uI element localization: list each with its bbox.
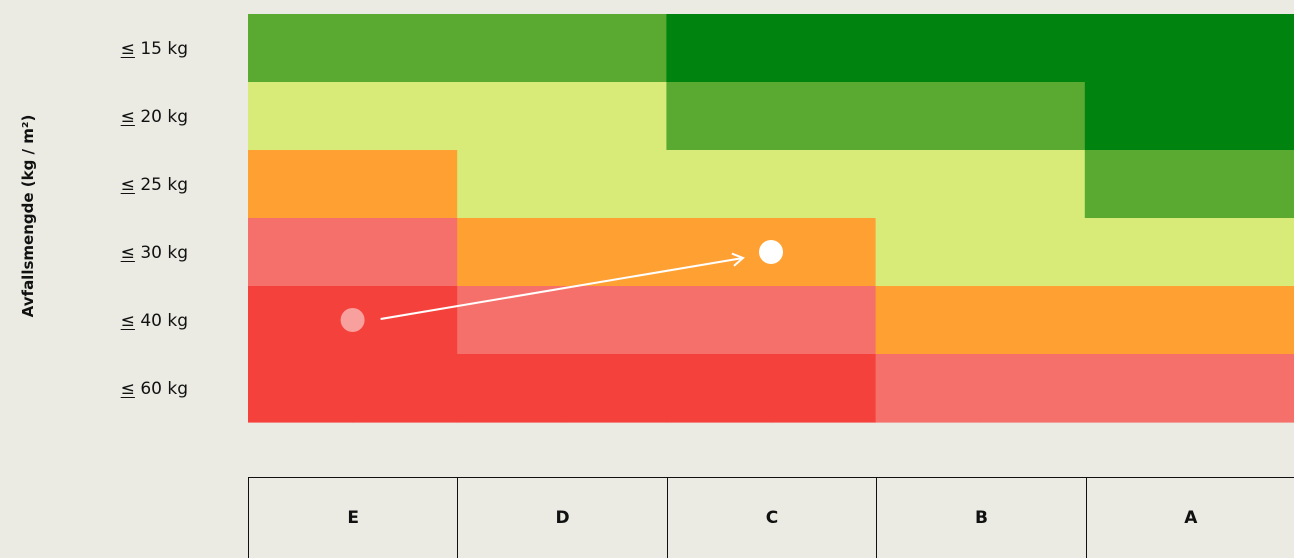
heatmap-cell: [980, 218, 1086, 287]
heatmap-cell: [1084, 286, 1190, 355]
heatmap-cell: [248, 354, 354, 423]
heatmap-cell: [666, 286, 772, 355]
row-label: ≤ 15 kg: [60, 15, 188, 83]
heatmap-cell: [1084, 354, 1190, 423]
heatmap-cell: [980, 150, 1086, 219]
heatmap-cell: [771, 218, 877, 287]
heatmap-cell: [561, 82, 667, 151]
heatmap-cell: [1189, 14, 1294, 83]
class-label-d: D: [458, 478, 668, 558]
le-symbol: ≤: [120, 107, 135, 127]
heatmap-cell: [561, 150, 667, 219]
heatmap-cell: [1189, 354, 1294, 423]
heatmap-cell: [875, 286, 981, 355]
class-label-b: B: [877, 478, 1087, 558]
heatmap-cell: [771, 82, 877, 151]
heatmap-cell: [666, 218, 772, 287]
heatmap-cell: [1189, 286, 1294, 355]
heatmap-cell: [457, 150, 563, 219]
le-symbol: ≤: [120, 39, 135, 59]
row-label: ≤ 40 kg: [60, 287, 188, 355]
heatmap-cell: [1084, 14, 1190, 83]
class-label-c: C: [668, 478, 878, 558]
heatmap-cell: [248, 286, 354, 355]
heatmap-cell: [771, 14, 877, 83]
le-symbol: ≤: [120, 311, 135, 331]
heatmap-cell: [771, 286, 877, 355]
row-label-text: 20 kg: [140, 107, 188, 127]
heatmap-cell: [980, 14, 1086, 83]
row-label-text: 15 kg: [140, 39, 188, 59]
row-label: ≤ 20 kg: [60, 83, 188, 151]
heatmap-cell: [666, 354, 772, 423]
heatmap-cell: [457, 218, 563, 287]
heatmap-cell: [875, 150, 981, 219]
heatmap-cell: [457, 14, 563, 83]
le-symbol: ≤: [120, 175, 135, 195]
heatmap-cell: [457, 82, 563, 151]
heatmap-cell: [352, 286, 458, 355]
heatmap-cell: [352, 82, 458, 151]
class-label-e: E: [249, 478, 459, 558]
heatmap-cell: [457, 354, 563, 423]
row-label: ≤ 30 kg: [60, 219, 188, 287]
start-point: [340, 308, 365, 332]
heatmap-cell: [352, 14, 458, 83]
heatmap-cell: [771, 150, 877, 219]
heatmap-chart: [248, 14, 1294, 423]
heatmap-cell: [771, 354, 877, 423]
arrow-line: [380, 257, 744, 320]
heatmap-cell: [352, 150, 458, 219]
heatmap-cell: [875, 14, 981, 83]
heatmap-cell: [561, 14, 667, 83]
end-point: [759, 240, 783, 264]
heatmap-cell: [561, 354, 667, 423]
le-symbol: ≤: [120, 243, 135, 263]
heatmap-cell: [248, 218, 354, 287]
row-label-text: 30 kg: [140, 243, 188, 263]
heatmap-cell: [980, 354, 1086, 423]
heatmap-cell: [1189, 82, 1294, 151]
heatmap-cell: [352, 354, 458, 423]
heatmap-cell: [1189, 150, 1294, 219]
heatmap-cell: [1189, 218, 1294, 287]
le-symbol: ≤: [120, 379, 135, 399]
heatmap-cell: [352, 218, 458, 287]
heatmap-cell: [248, 14, 354, 83]
heatmap-cell: [1084, 150, 1190, 219]
row-label: ≤ 60 kg: [60, 355, 188, 423]
heatmap-cell: [561, 286, 667, 355]
heatmap-cell: [666, 82, 772, 151]
heatmap-cell: [875, 354, 981, 423]
heatmap-cell: [561, 218, 667, 287]
row-label-text: 25 kg: [140, 175, 188, 195]
heatmap-cell: [980, 286, 1086, 355]
heatmap-cell: [666, 150, 772, 219]
heatmap-cell: [666, 14, 772, 83]
energy-class-scale: E D C B A: [248, 477, 1294, 558]
class-label-a: A: [1184, 508, 1198, 528]
heatmap-cell: [248, 150, 354, 219]
heatmap-cell: [980, 82, 1086, 151]
arrow-head: [731, 252, 745, 267]
row-label-text: 40 kg: [140, 311, 188, 331]
heatmap-cell: [248, 82, 354, 151]
heatmap-cell: [875, 218, 981, 287]
heatmap-cell: [1084, 218, 1190, 287]
row-label: ≤ 25 kg: [60, 151, 188, 219]
row-label-text: 60 kg: [140, 379, 188, 399]
heatmap-cell: [1084, 82, 1190, 151]
heatmap-cell: [875, 82, 981, 151]
